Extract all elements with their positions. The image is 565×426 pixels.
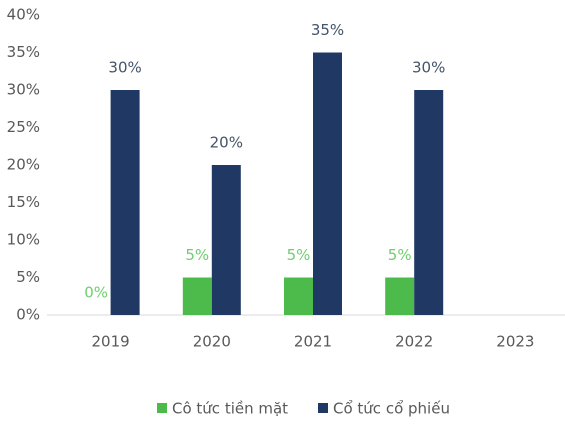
y-tick-label: 10% [7,231,40,249]
y-tick-label: 35% [7,43,40,61]
x-tick-label: 2022 [395,333,433,351]
data-label: 0% [84,284,108,302]
y-tick-label: 0% [16,306,40,324]
bar [313,52,342,315]
legend-label: Cô tức tiền mặt [172,400,288,418]
legend-swatch [318,403,328,413]
x-tick-label: 2019 [92,333,130,351]
y-tick-label: 20% [7,156,40,174]
data-label: 30% [108,59,141,77]
y-tick-label: 15% [7,193,40,211]
x-tick-label: 2020 [193,333,231,351]
bar [385,277,415,315]
legend-swatch [157,403,167,413]
bar [414,90,444,315]
data-label: 5% [185,246,209,264]
x-tick-label: 2021 [294,333,332,351]
bar [211,165,241,315]
bar [182,277,212,315]
y-tick-label: 30% [7,81,40,99]
bar [284,277,313,315]
data-label: 35% [311,21,344,39]
data-label: 20% [210,134,243,152]
legend-label: Cổ tức cổ phiếu [333,400,450,418]
data-label: 5% [388,246,412,264]
y-tick-label: 5% [16,268,40,286]
y-tick-label: 25% [7,118,40,136]
bar [110,90,140,315]
data-label: 30% [412,59,445,77]
data-label: 5% [287,246,311,264]
x-tick-label: 2023 [496,333,534,351]
y-tick-label: 40% [7,6,40,24]
